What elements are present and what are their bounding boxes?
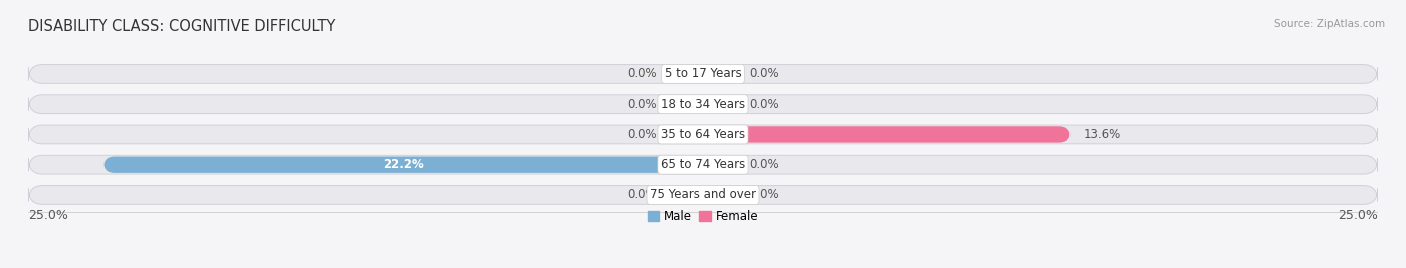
FancyBboxPatch shape <box>104 157 703 173</box>
FancyBboxPatch shape <box>662 96 703 112</box>
Text: 13.6%: 13.6% <box>1084 128 1121 141</box>
Text: 0.0%: 0.0% <box>627 188 657 202</box>
FancyBboxPatch shape <box>28 95 1378 114</box>
FancyBboxPatch shape <box>662 187 703 203</box>
Text: 0.0%: 0.0% <box>627 68 657 80</box>
Text: 25.0%: 25.0% <box>28 209 67 222</box>
Legend: Male, Female: Male, Female <box>643 205 763 228</box>
Text: DISABILITY CLASS: COGNITIVE DIFFICULTY: DISABILITY CLASS: COGNITIVE DIFFICULTY <box>28 19 336 34</box>
FancyBboxPatch shape <box>28 65 1378 83</box>
Text: 25.0%: 25.0% <box>1339 209 1378 222</box>
FancyBboxPatch shape <box>703 126 1070 143</box>
Text: 5 to 17 Years: 5 to 17 Years <box>665 68 741 80</box>
Text: 0.0%: 0.0% <box>749 68 779 80</box>
FancyBboxPatch shape <box>28 155 1378 174</box>
FancyBboxPatch shape <box>703 157 744 173</box>
Text: 0.0%: 0.0% <box>749 98 779 111</box>
FancyBboxPatch shape <box>28 125 1378 144</box>
Text: 75 Years and over: 75 Years and over <box>650 188 756 202</box>
FancyBboxPatch shape <box>28 185 1378 204</box>
Text: 22.2%: 22.2% <box>382 158 423 171</box>
Text: 35 to 64 Years: 35 to 64 Years <box>661 128 745 141</box>
FancyBboxPatch shape <box>662 126 703 143</box>
Text: 0.0%: 0.0% <box>749 188 779 202</box>
FancyBboxPatch shape <box>703 187 744 203</box>
Text: 0.0%: 0.0% <box>627 128 657 141</box>
Text: 0.0%: 0.0% <box>749 158 779 171</box>
FancyBboxPatch shape <box>662 66 703 82</box>
FancyBboxPatch shape <box>703 96 744 112</box>
Text: 18 to 34 Years: 18 to 34 Years <box>661 98 745 111</box>
Text: Source: ZipAtlas.com: Source: ZipAtlas.com <box>1274 19 1385 29</box>
Text: 0.0%: 0.0% <box>627 98 657 111</box>
FancyBboxPatch shape <box>703 66 744 82</box>
Text: 65 to 74 Years: 65 to 74 Years <box>661 158 745 171</box>
